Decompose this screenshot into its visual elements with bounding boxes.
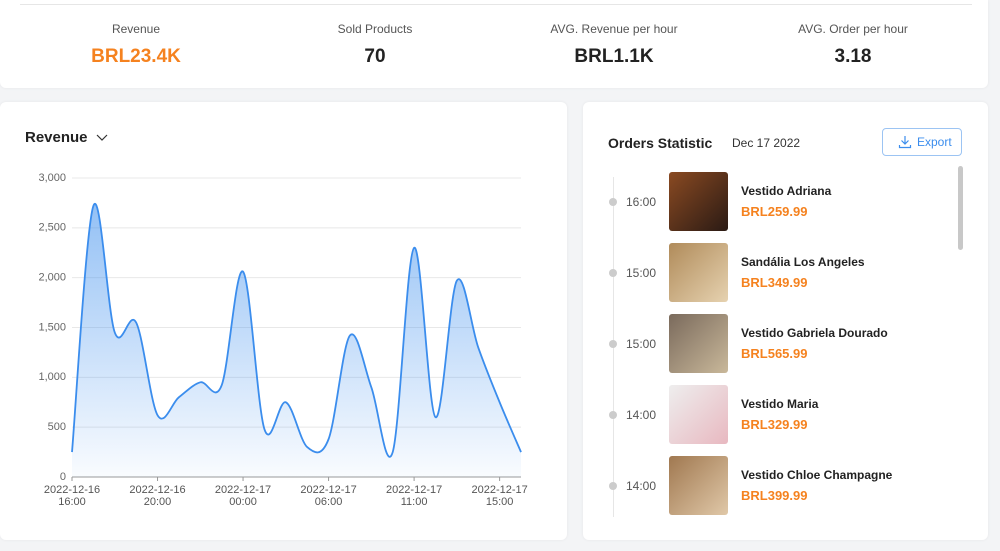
product-image (669, 456, 728, 515)
order-time: 14:00 (626, 408, 657, 422)
scrollbar[interactable] (958, 166, 963, 250)
stat-value: BRL1.1K (574, 46, 654, 67)
stat: Sold Products 70 (255, 22, 495, 68)
y-tick-label: 0 (60, 471, 66, 483)
stat: AVG. Revenue per hour BRL1.1K (494, 22, 734, 68)
order-item[interactable]: 15:00 Vestido Gabriela Dourado BRL565.99 (583, 314, 963, 374)
y-tick-label: 2,000 (38, 272, 66, 284)
timeline-dot (609, 269, 617, 277)
order-time: 15:00 (626, 266, 657, 280)
timeline-dot (609, 340, 617, 348)
export-button[interactable]: Export (882, 128, 962, 156)
order-time: 15:00 (626, 337, 657, 351)
order-time: 16:00 (626, 195, 657, 209)
x-tick-label: 2022-12-16 20:00 (129, 484, 186, 508)
timeline-dot (609, 198, 617, 206)
divider (20, 4, 972, 5)
product-image (669, 385, 728, 444)
product-price: BRL349.99 (741, 275, 808, 290)
y-tick-label: 1,000 (38, 371, 66, 383)
product-price: BRL329.99 (741, 417, 808, 432)
product-price: BRL399.99 (741, 488, 808, 503)
x-tick-label: 2022-12-17 11:00 (385, 484, 443, 508)
chart-card: Revenue 0 500 1,000 1,500 2,000 2,500 3,000 20… (0, 102, 567, 540)
stat: Revenue BRL23.4K (16, 22, 256, 68)
product-image (669, 314, 728, 373)
chart-title[interactable]: Revenue (25, 129, 108, 146)
product-image (669, 172, 728, 231)
orders-card: Orders Statistic Dec 17 2022 Export 16:0… (583, 102, 988, 540)
download-icon (898, 136, 912, 149)
product-name: Vestido Maria (741, 397, 819, 411)
y-tick-label: 3,000 (38, 172, 66, 184)
stat-label: AVG. Order per hour (798, 22, 908, 36)
orders-title: Orders Statistic (608, 135, 713, 151)
orders-date: Dec 17 2022 (732, 136, 801, 150)
stats-card: Revenue BRL23.4K Sold Products 70 AVG. Reven… (0, 0, 988, 88)
product-name: Sandália Los Angeles (741, 255, 865, 269)
stat-value: 3.18 (834, 46, 872, 67)
product-name: Vestido Gabriela Dourado (741, 326, 888, 340)
area (72, 203, 521, 478)
line (71, 202, 522, 458)
timeline-dot (609, 411, 617, 419)
chevron (96, 134, 108, 141)
order-item[interactable]: 14:00 Vestido Maria BRL329.99 (583, 385, 963, 445)
product-price: BRL565.99 (741, 346, 808, 361)
chart: 0 500 1,000 1,500 2,000 2,500 3,000 (38, 172, 522, 483)
y-tick-label: 1,500 (38, 321, 66, 333)
timeline-dot (609, 482, 617, 490)
product-price: BRL259.99 (741, 204, 808, 219)
stat-label: Revenue (111, 22, 161, 36)
order-time: 14:00 (626, 479, 657, 493)
order-item[interactable]: 14:00 Vestido Chloe Champagne BRL399.99 (583, 456, 963, 516)
x-tick-label: 2022-12-17 06:00 (300, 484, 357, 508)
product-name: Vestido Adriana (741, 184, 832, 198)
x-tick-label: 2022-12-17 15:00 (471, 484, 528, 508)
y-tick-label: 2,500 (38, 222, 66, 234)
x-tick-label: 2022-12-16 16:00 (43, 484, 101, 508)
title-text: Revenue (25, 129, 88, 146)
x-tick-label: 2022-12-17 00:00 (214, 484, 272, 508)
y-tick-label: 500 (48, 421, 66, 433)
order-item[interactable]: 16:00 Vestido Adriana BRL259.99 (583, 172, 963, 232)
stat: AVG. Order per hour 3.18 (733, 22, 973, 68)
stat-label: AVG. Revenue per hour (550, 22, 678, 36)
export-label: Export (917, 135, 952, 149)
stat-label: Sold Products (337, 22, 413, 36)
stat-value: 70 (364, 46, 386, 67)
product-name: Vestido Chloe Champagne (741, 468, 893, 482)
order-item[interactable]: 15:00 Sandália Los Angeles BRL349.99 (583, 243, 963, 303)
stat-value: BRL23.4K (91, 46, 181, 67)
product-image (669, 243, 728, 302)
